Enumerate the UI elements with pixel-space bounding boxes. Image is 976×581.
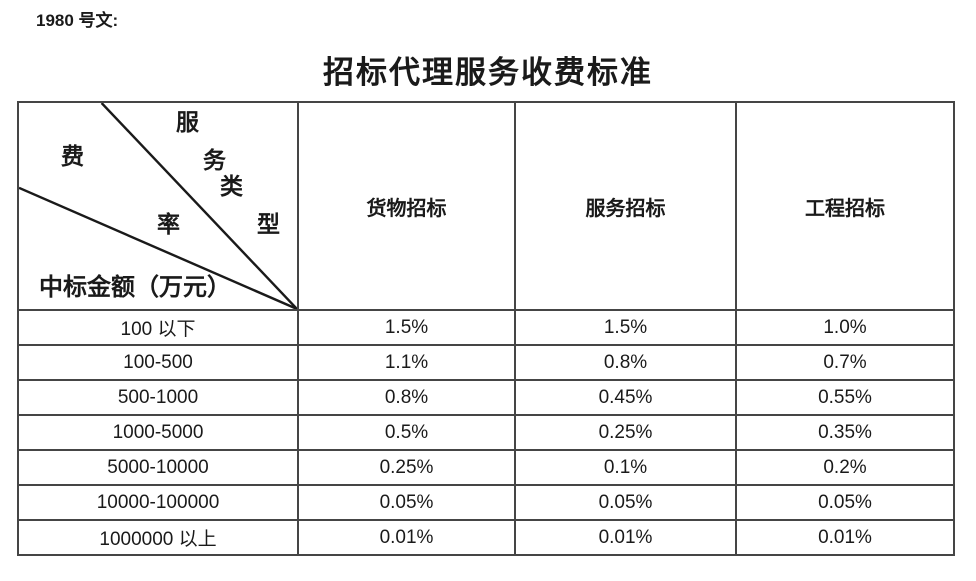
- table-row: 100-500 1.1% 0.8% 0.7%: [17, 344, 955, 381]
- rate-cell: 0.45%: [514, 379, 737, 416]
- rate-cell: 1.1%: [297, 344, 516, 381]
- corner-label-service-type-char: 务: [203, 148, 226, 173]
- amount-range-cell: 100 以下: [17, 309, 299, 346]
- table-row: 5000-10000 0.25% 0.1% 0.2%: [17, 449, 955, 486]
- rate-cell: 0.55%: [735, 379, 955, 416]
- doc-reference: 1980 号文:: [36, 11, 119, 30]
- rate-cell: 0.25%: [297, 449, 516, 486]
- rate-cell: 0.05%: [297, 484, 516, 521]
- rate-cell: 1.5%: [297, 309, 516, 346]
- diagonal-corner-cell: 服 费 务 类 率 型 中标金额（万元）: [17, 101, 299, 311]
- table-row: 100 以下 1.5% 1.5% 1.0%: [17, 309, 955, 346]
- amount-range-cell: 5000-10000: [17, 449, 299, 486]
- corner-label-service-type-char: 类: [220, 174, 243, 199]
- table-row: 1000-5000 0.5% 0.25% 0.35%: [17, 414, 955, 451]
- table-row: 1000000 以上 0.01% 0.01% 0.01%: [17, 519, 955, 556]
- rate-cell: 0.7%: [735, 344, 955, 381]
- fee-standard-table: 服 费 务 类 率 型 中标金额（万元） 货物招标 服务招标 工程招标 100 …: [17, 101, 955, 556]
- corner-label-fee-rate-char: 费: [61, 144, 84, 169]
- amount-range-cell: 1000000 以上: [17, 519, 299, 556]
- rate-cell: 0.5%: [297, 414, 516, 451]
- corner-label-service-type-char: 型: [257, 212, 280, 237]
- column-header-goods: 货物招标: [297, 101, 516, 311]
- rate-cell: 0.2%: [735, 449, 955, 486]
- corner-label-fee-rate-char: 率: [157, 212, 180, 237]
- rate-cell: 1.0%: [735, 309, 955, 346]
- rate-cell: 0.05%: [735, 484, 955, 521]
- rate-cell: 1.5%: [514, 309, 737, 346]
- rate-cell: 0.1%: [514, 449, 737, 486]
- diagonal-split-lines: [19, 103, 297, 309]
- rate-cell: 0.01%: [297, 519, 516, 556]
- amount-range-cell: 100-500: [17, 344, 299, 381]
- table-row: 10000-100000 0.05% 0.05% 0.05%: [17, 484, 955, 521]
- column-header-engineering: 工程招标: [735, 101, 955, 311]
- rate-cell: 0.05%: [514, 484, 737, 521]
- amount-range-cell: 10000-100000: [17, 484, 299, 521]
- amount-range-cell: 1000-5000: [17, 414, 299, 451]
- rate-cell: 0.01%: [514, 519, 737, 556]
- rate-cell: 0.8%: [297, 379, 516, 416]
- corner-label-service-type-char: 服: [176, 110, 199, 135]
- table-header-row: 服 费 务 类 率 型 中标金额（万元） 货物招标 服务招标 工程招标: [17, 101, 955, 311]
- rate-cell: 0.01%: [735, 519, 955, 556]
- rate-cell: 0.8%: [514, 344, 737, 381]
- amount-range-cell: 500-1000: [17, 379, 299, 416]
- column-header-services: 服务招标: [514, 101, 737, 311]
- corner-label-amount: 中标金额（万元）: [39, 275, 231, 301]
- rate-cell: 0.35%: [735, 414, 955, 451]
- rate-cell: 0.25%: [514, 414, 737, 451]
- page-title: 招标代理服务收费标准: [323, 55, 653, 90]
- table-row: 500-1000 0.8% 0.45% 0.55%: [17, 379, 955, 416]
